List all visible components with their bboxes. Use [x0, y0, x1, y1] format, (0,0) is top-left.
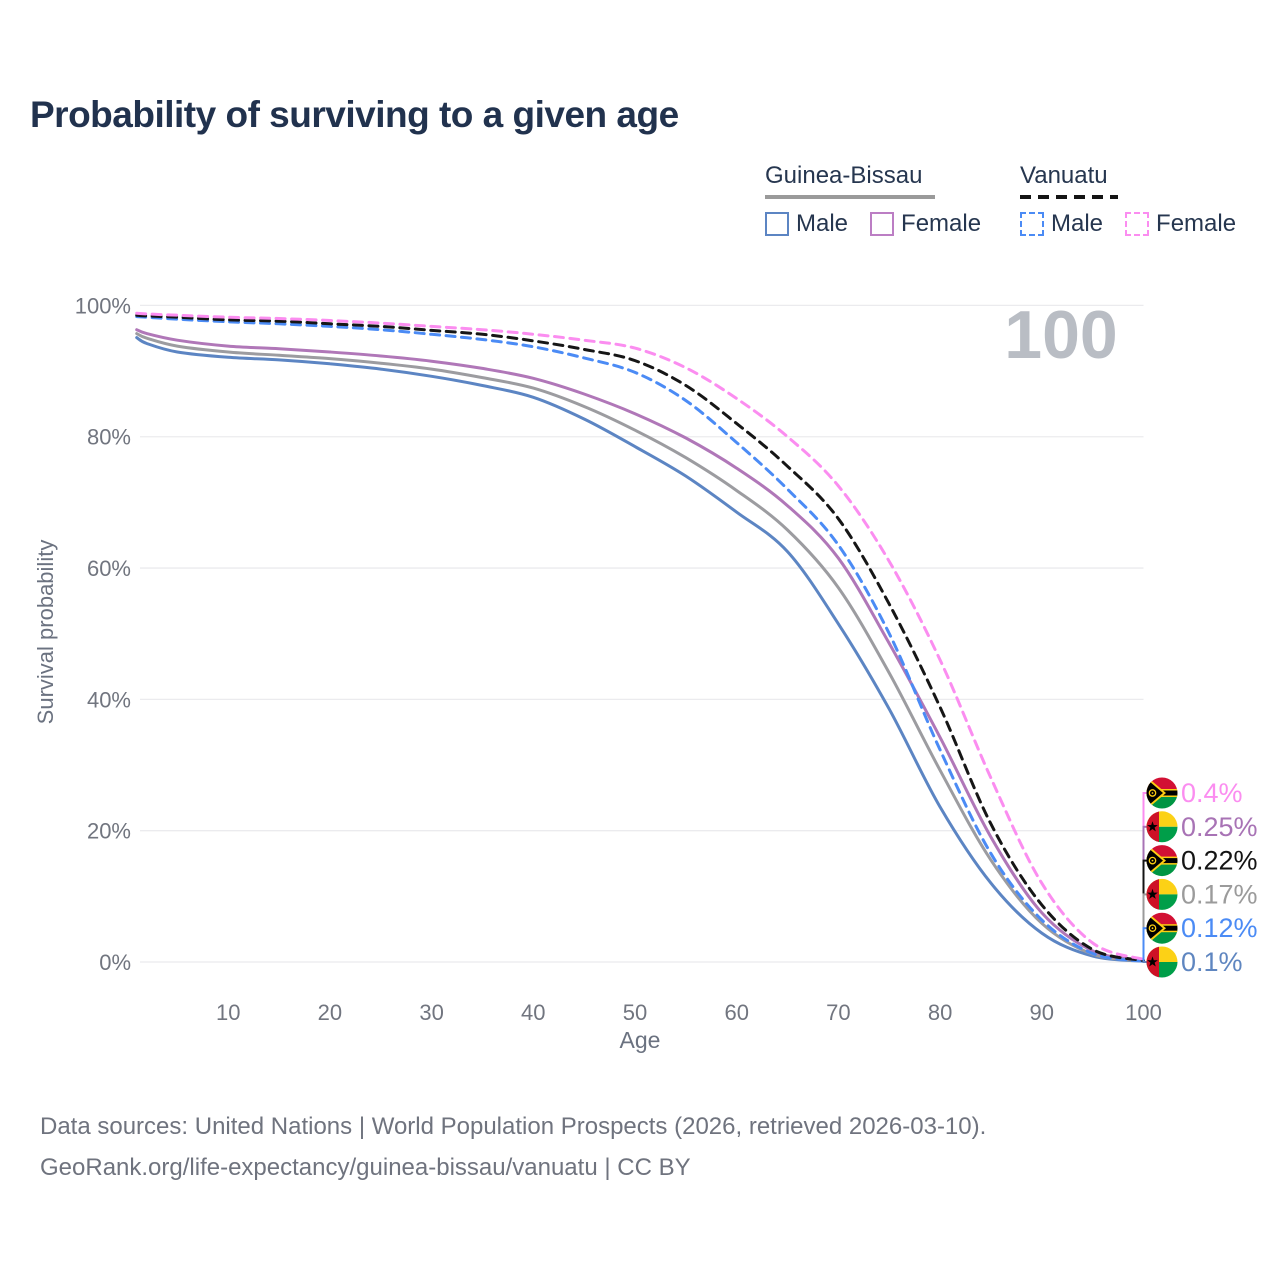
end-label-0.25%: 0.25% [1181, 812, 1258, 842]
legend-label-vu-female: Female [1156, 210, 1237, 237]
vanuatu-flag-icon [1146, 845, 1178, 877]
guinea-bissau-flag-icon [1146, 878, 1178, 910]
guinea-bissau-flag-icon [1146, 811, 1178, 843]
legend-swatch-gb-male-icon [765, 212, 789, 236]
curve-guinea-bissau-male [135, 336, 1145, 963]
y-axis-title: Survival probability [33, 539, 58, 725]
footer-attribution: GeoRank.org/life-expectancy/guinea-bissa… [40, 1154, 691, 1181]
x-tick-label-10: 10 [216, 1000, 240, 1025]
curve-guinea-bissau-female [135, 328, 1145, 962]
legend-underline-solid [765, 195, 935, 199]
y-tick-label-100: 100% [75, 293, 131, 318]
y-tick-label-0: 0% [99, 950, 131, 975]
footer: Data sources: United Nations | World Pop… [40, 1106, 986, 1188]
legend-item-gb-male: Male [765, 210, 848, 238]
legend-underline-dashed [1020, 195, 1118, 199]
end-label-0.17%: 0.17% [1181, 879, 1258, 909]
vanuatu-flag-icon [1146, 912, 1178, 944]
age-watermark: 100 [1004, 297, 1118, 373]
curve-guinea-bissau-total [135, 332, 1145, 963]
x-tick-label-80: 80 [928, 1000, 952, 1025]
guinea-bissau-flag-icon [1146, 946, 1178, 978]
y-tick-label-80: 80% [87, 425, 131, 450]
legend-swatch-vu-female-icon [1125, 212, 1150, 236]
legend-item-gb-female: Female [870, 210, 981, 238]
legend-swatch-gb-female-icon [870, 212, 895, 236]
x-tick-label-70: 70 [826, 1000, 850, 1025]
end-label-0.1%: 0.1% [1181, 947, 1243, 977]
chart-title: Probability of surviving to a given age [30, 94, 679, 135]
end-label-0.4%: 0.4% [1181, 778, 1243, 808]
y-tick-label-60: 60% [87, 556, 131, 581]
curve-vanuatu-male [135, 315, 1145, 963]
legend-item-vu-male: Male [1020, 210, 1103, 238]
x-tick-label-90: 90 [1030, 1000, 1054, 1025]
x-tick-label-20: 20 [318, 1000, 342, 1025]
end-label-0.22%: 0.22% [1181, 846, 1258, 876]
legend-label-gb-female: Female [901, 210, 982, 237]
x-tick-label-100: 100 [1125, 1000, 1162, 1025]
legend-label-vu-male: Male [1051, 210, 1104, 237]
x-tick-label-50: 50 [623, 1000, 647, 1025]
x-tick-label-30: 30 [419, 1000, 443, 1025]
x-axis-title: Age [619, 1027, 661, 1053]
vanuatu-flag-icon [1146, 777, 1178, 809]
y-tick-label-20: 20% [87, 819, 131, 844]
end-label-0.12%: 0.12% [1181, 913, 1258, 943]
legend-group-vanuatu: Vanuatu Male Female [1020, 162, 1236, 238]
x-tick-label-40: 40 [521, 1000, 545, 1025]
footer-data-sources: Data sources: United Nations | World Pop… [40, 1113, 987, 1140]
legend-header-vanuatu: Vanuatu [1020, 162, 1108, 189]
legend-swatch-vu-male-icon [1020, 212, 1044, 236]
legend-item-vu-female: Female [1125, 210, 1236, 238]
curve-vanuatu-female [135, 311, 1145, 961]
legend-header-guinea-bissau: Guinea-Bissau [765, 162, 923, 189]
legend-group-guinea-bissau: Guinea-Bissau Male Female [765, 162, 981, 238]
legend-label-gb-male: Male [796, 210, 849, 237]
x-tick-label-60: 60 [724, 1000, 748, 1025]
curve-vanuatu-total [135, 313, 1145, 963]
y-tick-label-40: 40% [87, 687, 131, 712]
